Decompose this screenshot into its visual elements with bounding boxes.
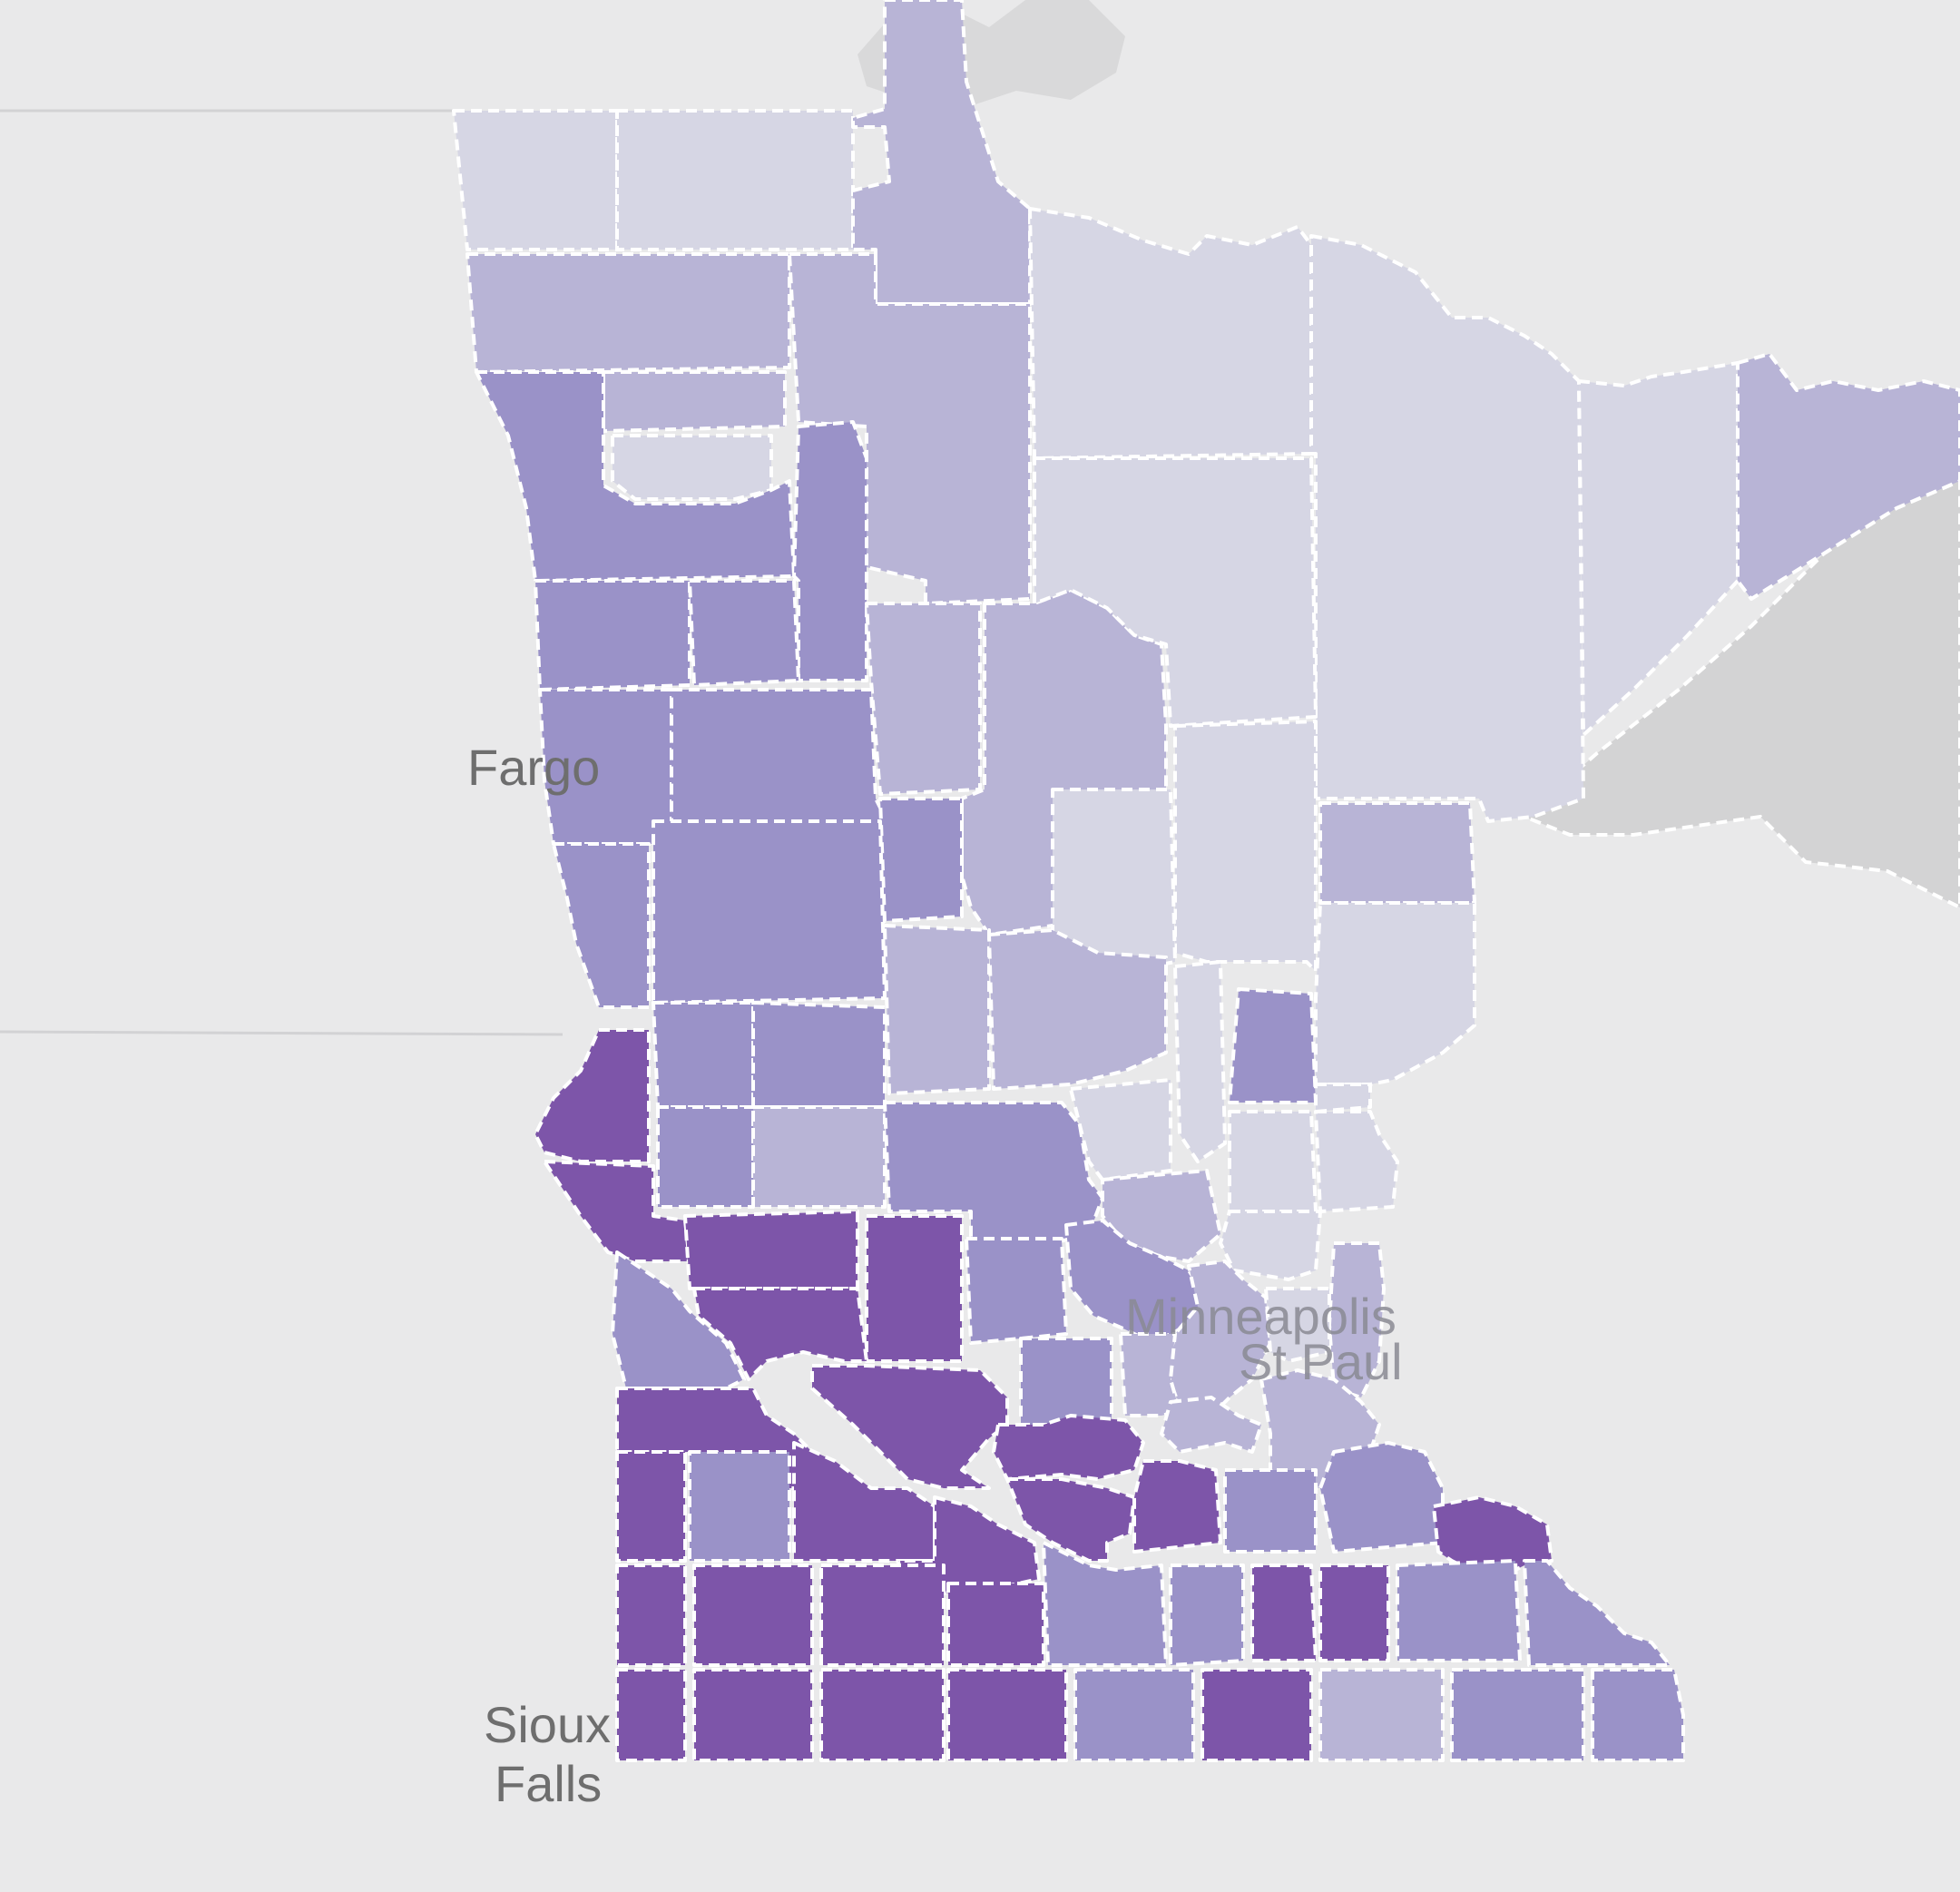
county-rice[interactable] <box>1223 1468 1318 1554</box>
county-norman[interactable] <box>534 579 691 691</box>
county-roseau[interactable] <box>615 109 855 251</box>
county-carver[interactable] <box>1119 1332 1181 1417</box>
county-aitkin[interactable] <box>1173 720 1318 973</box>
county-cottonwood[interactable] <box>819 1564 946 1667</box>
county-itasca[interactable] <box>1033 456 1318 728</box>
county-olmsted[interactable] <box>1396 1559 1522 1662</box>
county-freeborn[interactable] <box>1200 1668 1313 1762</box>
county-blue-earth[interactable] <box>1042 1541 1168 1667</box>
county-mahnomen[interactable] <box>688 579 800 687</box>
county-meeker[interactable] <box>965 1237 1068 1345</box>
county-stevens[interactable] <box>656 1105 755 1209</box>
county-jackson[interactable] <box>819 1668 946 1762</box>
county-sherburne[interactable] <box>1101 1169 1222 1263</box>
county-fillmore[interactable] <box>1450 1668 1585 1762</box>
county-wright[interactable] <box>1064 1219 1209 1345</box>
county-morrison[interactable] <box>987 928 1168 1091</box>
county-pennington[interactable] <box>602 370 787 433</box>
county-lake-of-the-woods[interactable] <box>851 0 1032 306</box>
county-mcleod[interactable] <box>1019 1337 1113 1426</box>
county-lincoln[interactable] <box>615 1450 687 1563</box>
county-pine[interactable] <box>1314 901 1476 1086</box>
county-swift[interactable] <box>683 1210 859 1290</box>
county-ramsey[interactable] <box>1264 1287 1331 1363</box>
county-sibley[interactable] <box>992 1414 1145 1481</box>
label-st-paul: St Paul <box>1239 1333 1403 1390</box>
county-pope[interactable] <box>751 1105 887 1209</box>
county-douglas[interactable] <box>751 1001 887 1109</box>
county-isanti[interactable] <box>1228 1110 1318 1213</box>
county-lac-qui-parle[interactable] <box>611 1250 746 1390</box>
county-winona[interactable] <box>1523 1559 1671 1667</box>
county-traverse[interactable] <box>534 1028 651 1163</box>
county-kittson[interactable] <box>452 109 619 251</box>
county-todd[interactable] <box>883 924 991 1095</box>
county-wilkin[interactable] <box>552 842 651 1009</box>
label-sioux: Sioux <box>484 1696 611 1753</box>
county-scott[interactable] <box>1160 1396 1263 1454</box>
label-minneapolis: Minneapolis <box>1125 1288 1396 1345</box>
north-dakota-south-border-line <box>0 1030 564 1036</box>
county-nicollet[interactable] <box>1005 1477 1136 1563</box>
county-hennepin[interactable] <box>1164 1260 1272 1417</box>
county-red-lake[interactable] <box>611 434 773 501</box>
county-waseca[interactable] <box>1169 1564 1245 1667</box>
label-fargo: Fargo <box>467 739 600 796</box>
county-koochiching[interactable] <box>1028 207 1313 460</box>
county-kanabec[interactable] <box>1228 987 1318 1104</box>
county-rock[interactable] <box>615 1668 687 1762</box>
county-pipestone[interactable] <box>615 1564 687 1667</box>
county-chisago-upper[interactable] <box>1314 1083 1372 1113</box>
county-kandiyohi[interactable] <box>865 1214 964 1363</box>
county-wabasha[interactable] <box>1432 1495 1553 1581</box>
county-st-louis[interactable] <box>1309 234 1585 823</box>
county-benton[interactable] <box>1069 1078 1172 1181</box>
label-falls: Falls <box>495 1755 602 1812</box>
county-chippewa[interactable] <box>692 1287 868 1381</box>
county-otter-tail[interactable] <box>652 819 887 1005</box>
county-murray[interactable] <box>692 1564 814 1667</box>
county-marshall[interactable] <box>466 252 791 374</box>
county-faribault[interactable] <box>1073 1668 1195 1762</box>
county-watonwan[interactable] <box>946 1582 1045 1667</box>
county-chisago[interactable] <box>1314 1110 1399 1213</box>
county-goodhue[interactable] <box>1318 1441 1445 1554</box>
county-stearns[interactable] <box>883 1101 1104 1245</box>
county-anoka[interactable] <box>1219 1210 1322 1281</box>
county-le-sueur[interactable] <box>1132 1459 1222 1554</box>
county-cook[interactable] <box>1736 352 1960 601</box>
county-lyon[interactable] <box>688 1450 791 1563</box>
county-dodge[interactable] <box>1318 1564 1390 1662</box>
lake-superior <box>1521 478 1960 910</box>
county-lake[interactable] <box>1577 361 1740 737</box>
county-clearwater[interactable] <box>792 420 868 682</box>
county-wadena[interactable] <box>878 797 964 923</box>
county-renville[interactable] <box>810 1364 1009 1490</box>
county-martin[interactable] <box>946 1668 1068 1762</box>
county-mille-lacs[interactable] <box>1173 960 1227 1163</box>
county-carlton[interactable] <box>1318 801 1476 905</box>
county-redwood[interactable] <box>792 1441 936 1563</box>
county-grant[interactable] <box>652 1001 755 1109</box>
county-mower[interactable] <box>1318 1668 1445 1762</box>
county-nobles[interactable] <box>692 1668 814 1762</box>
county-steele[interactable] <box>1250 1564 1318 1662</box>
county-houston[interactable] <box>1591 1668 1685 1762</box>
county-hubbard[interactable] <box>865 602 982 796</box>
county-polk[interactable] <box>475 370 796 583</box>
